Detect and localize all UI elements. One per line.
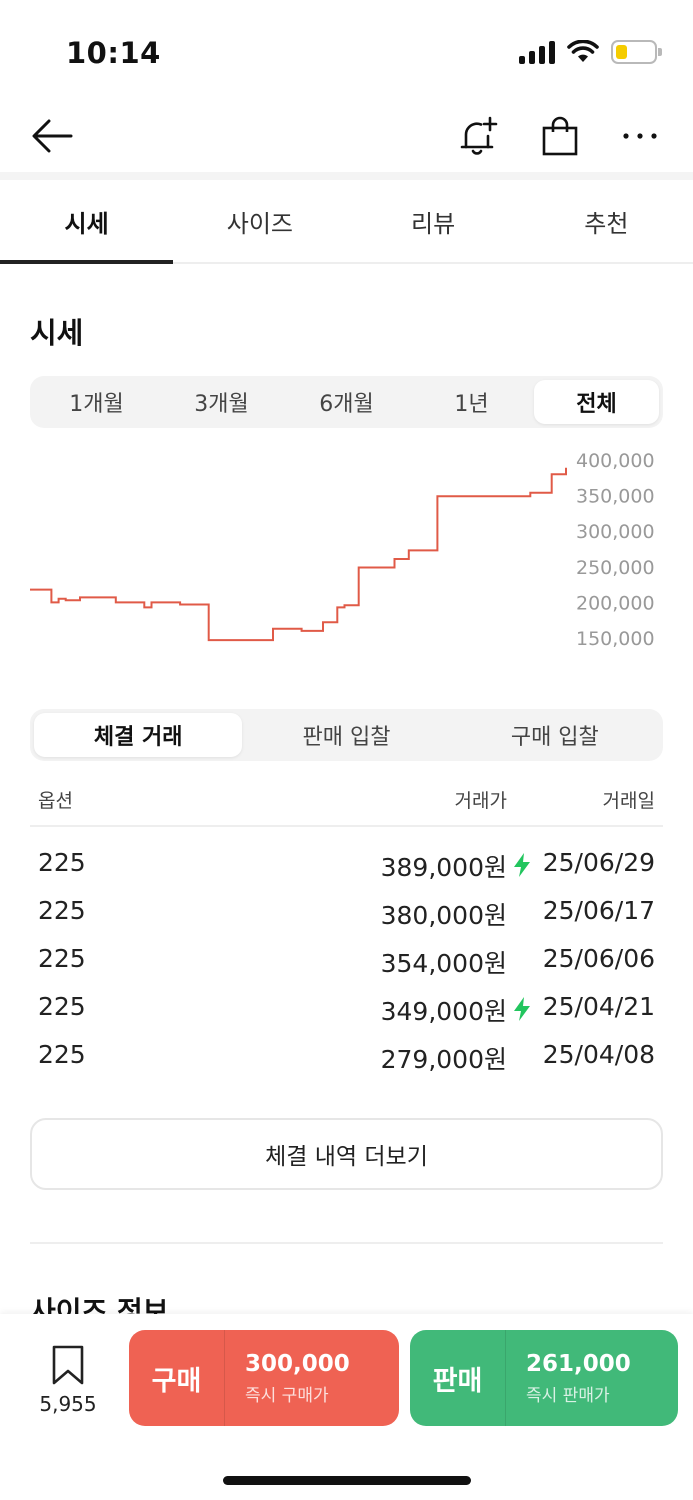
shopping-bag-icon bbox=[542, 116, 578, 156]
period-all[interactable]: 전체 bbox=[534, 380, 659, 424]
row-option: 225 bbox=[38, 1040, 86, 1069]
header-option: 옵션 bbox=[38, 790, 73, 812]
row-option: 225 bbox=[38, 992, 86, 1021]
status-time: 10:14 bbox=[66, 36, 161, 70]
product-tabs: 시세 사이즈 리뷰 추천 bbox=[0, 180, 693, 264]
sell-info: 261,000 즉시 판매가 bbox=[506, 1330, 678, 1426]
bottom-action-bar: 5,955 구매 300,000 즉시 구매가 판매 261,000 즉시 판매… bbox=[0, 1314, 693, 1500]
table-row: 225 380,000원 25/06/17 bbox=[38, 892, 655, 932]
top-nav bbox=[0, 100, 693, 170]
row-price: 389,000원 bbox=[380, 853, 507, 882]
trade-type-selector: 체결 거래 판매 입찰 구매 입찰 bbox=[30, 709, 663, 761]
bookmark-button[interactable]: 5,955 bbox=[30, 1344, 106, 1416]
tab-size[interactable]: 사이즈 bbox=[226, 209, 293, 238]
price-chart-svg: 400,000 350,000 300,000 250,000 200,000 150,0… bbox=[30, 450, 655, 650]
row-date: 25/06/17 bbox=[542, 896, 655, 925]
tab-price[interactable]: 시세 bbox=[0, 180, 174, 264]
shopping-bag-button[interactable] bbox=[534, 110, 586, 162]
buy-button[interactable]: 구매 300,000 즉시 구매가 bbox=[129, 1330, 399, 1426]
row-price: 349,000원 bbox=[380, 997, 507, 1026]
header-price: 거래가 bbox=[454, 790, 507, 812]
y-tick-label: 350,000 bbox=[576, 486, 655, 508]
table-row: 225 354,000원 25/06/06 bbox=[38, 940, 655, 980]
y-tick-label: 250,000 bbox=[576, 557, 655, 579]
lightning-icon bbox=[514, 997, 530, 1021]
period-6-months[interactable]: 6개월 bbox=[319, 392, 374, 417]
tab-buy-bids[interactable]: 구매 입찰 bbox=[510, 725, 599, 750]
trade-table-header: 옵션 거래가 거래일 bbox=[38, 786, 655, 816]
y-tick-label: 300,000 bbox=[576, 521, 655, 543]
bookmark-icon bbox=[52, 1345, 84, 1385]
row-price: 354,000원 bbox=[380, 949, 507, 978]
wifi-icon bbox=[567, 40, 599, 62]
table-row: 225 279,000원 25/04/08 bbox=[38, 1036, 655, 1076]
row-date: 25/06/06 bbox=[542, 944, 655, 973]
table-divider bbox=[30, 825, 663, 827]
status-icons bbox=[519, 40, 662, 64]
header-divider bbox=[0, 172, 693, 180]
header-date: 거래일 bbox=[602, 790, 655, 812]
buy-label: 구매 bbox=[129, 1330, 225, 1426]
bell-plus-icon bbox=[460, 116, 498, 155]
period-selector: 1개월 3개월 6개월 1년 전체 bbox=[30, 376, 663, 428]
home-indicator bbox=[223, 1476, 471, 1485]
sell-price: 261,000 bbox=[526, 1350, 631, 1377]
back-button[interactable] bbox=[26, 110, 78, 162]
buy-info: 300,000 즉시 구매가 bbox=[225, 1330, 399, 1426]
battery-level bbox=[616, 45, 627, 59]
row-date: 25/04/08 bbox=[542, 1040, 655, 1069]
section-divider bbox=[30, 1242, 663, 1244]
sell-subtitle: 즉시 판매가 bbox=[526, 1385, 610, 1406]
y-tick-label: 400,000 bbox=[576, 450, 655, 472]
tab-recommend[interactable]: 추천 bbox=[584, 209, 629, 238]
lightning-icon bbox=[514, 853, 530, 877]
row-date: 25/04/21 bbox=[542, 992, 655, 1021]
price-chart[interactable]: 400,000 350,000 300,000 250,000 200,000 150,0… bbox=[0, 440, 693, 670]
row-option: 225 bbox=[38, 848, 86, 877]
price-series-line bbox=[30, 467, 567, 642]
battery-icon bbox=[611, 40, 662, 64]
back-arrow-icon bbox=[32, 119, 73, 153]
row-price: 380,000원 bbox=[380, 901, 507, 930]
table-row: 225 349,000원 25/04/21 bbox=[38, 988, 655, 1028]
tab-sell-bids[interactable]: 판매 입찰 bbox=[302, 725, 391, 750]
period-3-months[interactable]: 3개월 bbox=[194, 392, 249, 417]
y-tick-label: 150,000 bbox=[576, 628, 655, 650]
period-1-month[interactable]: 1개월 bbox=[69, 392, 124, 417]
more-button[interactable] bbox=[614, 110, 666, 162]
tab-review[interactable]: 리뷰 bbox=[411, 209, 456, 238]
y-tick-label: 200,000 bbox=[576, 592, 655, 614]
alert-button[interactable] bbox=[452, 110, 504, 162]
row-option: 225 bbox=[38, 944, 86, 973]
row-option: 225 bbox=[38, 896, 86, 925]
more-icon bbox=[623, 133, 657, 139]
table-row: 225 389,000원 25/06/29 bbox=[38, 844, 655, 884]
buy-price: 300,000 bbox=[245, 1350, 350, 1377]
buy-subtitle: 즉시 구매가 bbox=[245, 1385, 329, 1406]
row-date: 25/06/29 bbox=[542, 848, 655, 877]
tab-concluded-trades[interactable]: 체결 거래 bbox=[34, 713, 243, 757]
status-bar: 10:14 bbox=[0, 0, 693, 100]
row-price: 279,000원 bbox=[380, 1045, 507, 1074]
period-1-year[interactable]: 1년 bbox=[454, 392, 489, 417]
price-section-title: 시세 bbox=[30, 316, 84, 350]
more-trades-button[interactable]: 체결 내역 더보기 bbox=[30, 1118, 663, 1190]
cellular-signal-icon bbox=[519, 40, 555, 64]
bookmark-count: 5,955 bbox=[39, 1392, 97, 1416]
sell-button[interactable]: 판매 261,000 즉시 판매가 bbox=[410, 1330, 678, 1426]
sell-label: 판매 bbox=[410, 1330, 506, 1426]
